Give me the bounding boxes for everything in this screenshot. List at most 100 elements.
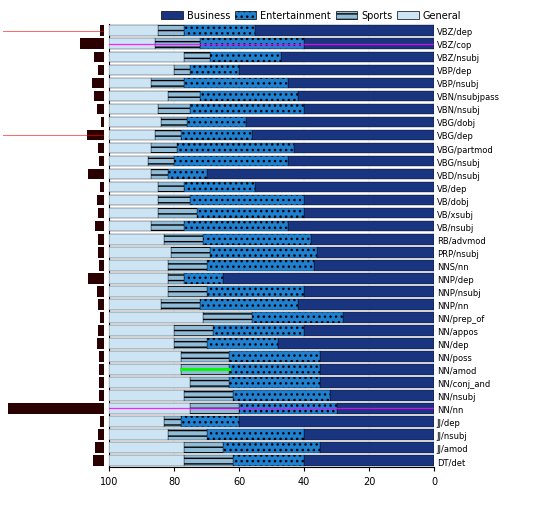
- Bar: [223, 442, 321, 453]
- Bar: [98, 299, 104, 310]
- Bar: [304, 286, 434, 297]
- Bar: [206, 169, 434, 180]
- Bar: [109, 442, 184, 453]
- Bar: [109, 221, 151, 232]
- Bar: [98, 209, 104, 219]
- Bar: [168, 91, 200, 102]
- Bar: [109, 273, 168, 284]
- Bar: [191, 377, 229, 388]
- Bar: [181, 351, 229, 362]
- Bar: [148, 157, 174, 167]
- Bar: [174, 157, 288, 167]
- Bar: [213, 325, 304, 336]
- Bar: [109, 325, 174, 336]
- Bar: [311, 234, 434, 245]
- Bar: [97, 105, 104, 115]
- Bar: [187, 117, 246, 128]
- Bar: [288, 221, 434, 232]
- Bar: [304, 105, 434, 115]
- Bar: [109, 234, 164, 245]
- Bar: [151, 78, 184, 89]
- Bar: [168, 261, 206, 271]
- Bar: [158, 26, 184, 37]
- Bar: [246, 117, 434, 128]
- Bar: [184, 390, 233, 401]
- Bar: [200, 91, 298, 102]
- Bar: [96, 221, 104, 232]
- Bar: [109, 117, 161, 128]
- Bar: [87, 130, 104, 141]
- Bar: [93, 456, 104, 466]
- Bar: [206, 286, 304, 297]
- Bar: [109, 143, 151, 154]
- Legend: Business, Entertainment, Sports, General: Business, Entertainment, Sports, General: [158, 8, 465, 25]
- Bar: [158, 182, 184, 193]
- Bar: [229, 364, 321, 375]
- Bar: [109, 261, 168, 271]
- Bar: [223, 273, 434, 284]
- Bar: [304, 209, 434, 219]
- Bar: [109, 377, 191, 388]
- Bar: [97, 338, 104, 349]
- Bar: [151, 169, 168, 180]
- Bar: [200, 299, 298, 310]
- Bar: [181, 130, 252, 141]
- Bar: [96, 442, 104, 453]
- Bar: [151, 221, 184, 232]
- Bar: [109, 312, 204, 323]
- Bar: [168, 273, 184, 284]
- Bar: [181, 364, 229, 375]
- Bar: [100, 416, 104, 427]
- Bar: [288, 78, 434, 89]
- Bar: [210, 53, 281, 63]
- Bar: [191, 66, 239, 76]
- Bar: [200, 39, 304, 50]
- Bar: [304, 325, 434, 336]
- Bar: [155, 130, 181, 141]
- Bar: [109, 390, 184, 401]
- Bar: [92, 78, 104, 89]
- Bar: [8, 403, 104, 414]
- Bar: [109, 53, 184, 63]
- Bar: [321, 377, 434, 388]
- Bar: [99, 364, 104, 375]
- Bar: [88, 169, 104, 180]
- Bar: [252, 312, 343, 323]
- Bar: [109, 66, 174, 76]
- Bar: [94, 91, 104, 102]
- Bar: [109, 338, 174, 349]
- Bar: [158, 209, 197, 219]
- Bar: [336, 403, 434, 414]
- Bar: [184, 53, 210, 63]
- Bar: [158, 195, 191, 206]
- Bar: [99, 390, 104, 401]
- Bar: [171, 247, 210, 258]
- Bar: [184, 182, 256, 193]
- Bar: [98, 325, 104, 336]
- Bar: [109, 351, 181, 362]
- Bar: [109, 286, 168, 297]
- Bar: [109, 299, 161, 310]
- Bar: [109, 130, 155, 141]
- Bar: [239, 403, 336, 414]
- Bar: [168, 169, 206, 180]
- Bar: [168, 429, 206, 440]
- Bar: [206, 338, 278, 349]
- Bar: [321, 351, 434, 362]
- Bar: [109, 78, 151, 89]
- Bar: [100, 312, 104, 323]
- Bar: [317, 247, 434, 258]
- Bar: [98, 429, 104, 440]
- Bar: [164, 416, 181, 427]
- Bar: [298, 91, 434, 102]
- Bar: [109, 169, 151, 180]
- Bar: [109, 209, 158, 219]
- Bar: [109, 91, 168, 102]
- Bar: [99, 377, 104, 388]
- Bar: [191, 195, 304, 206]
- Bar: [109, 247, 171, 258]
- Bar: [288, 157, 434, 167]
- Bar: [278, 338, 434, 349]
- Bar: [184, 78, 288, 89]
- Bar: [206, 429, 304, 440]
